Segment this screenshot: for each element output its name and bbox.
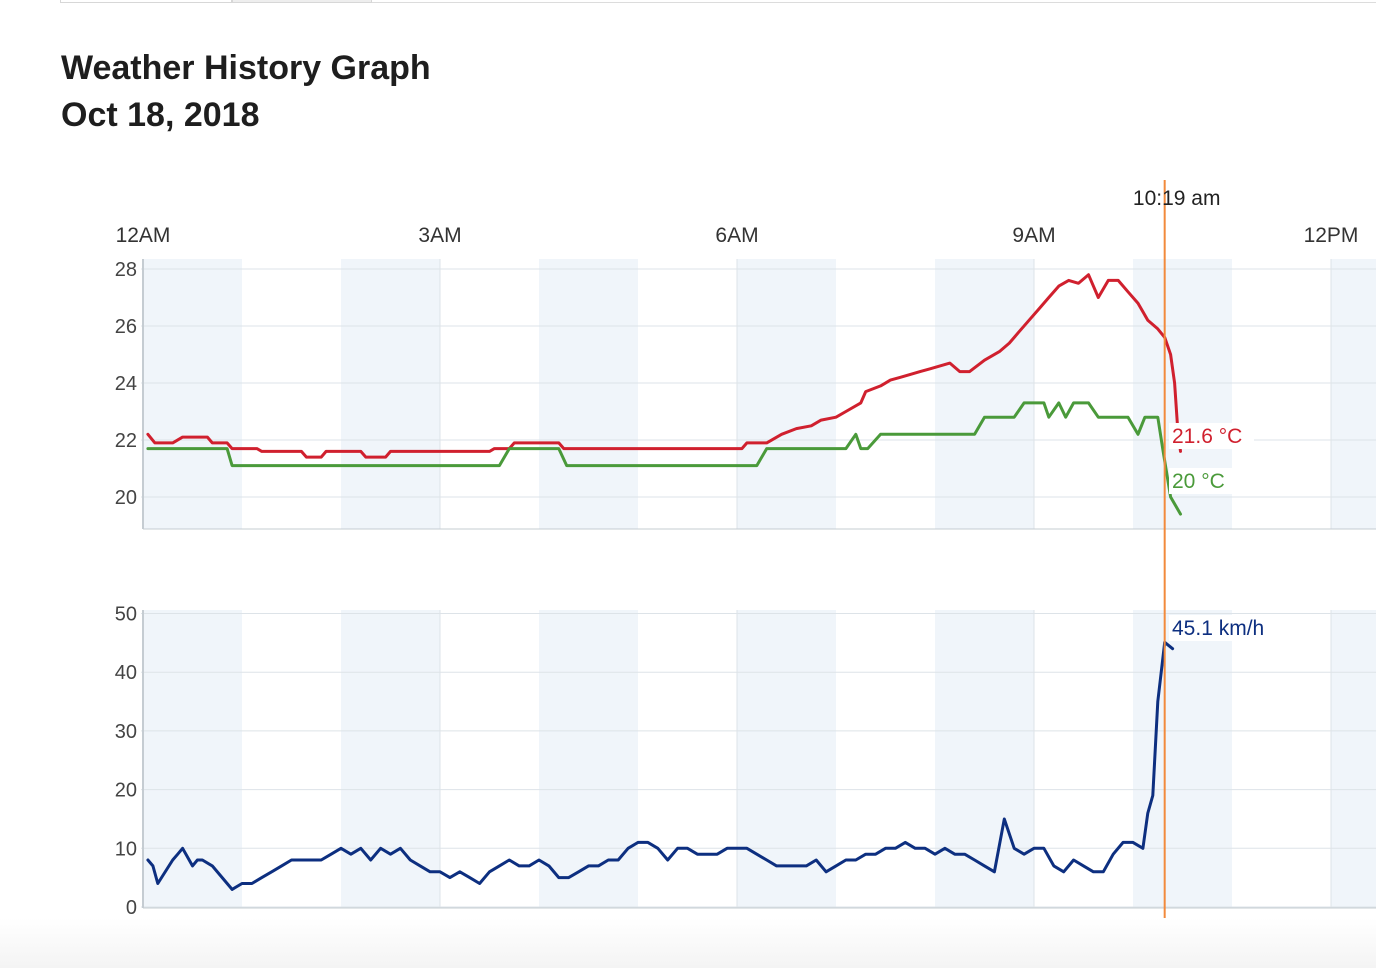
temp-y-tick-label: 26 bbox=[115, 316, 137, 338]
x-tick-label: 6AM bbox=[715, 224, 758, 247]
wind-y-tick-label: 20 bbox=[115, 780, 137, 802]
wind-y-tick-label: 50 bbox=[115, 604, 137, 626]
wind-y-tick-label: 10 bbox=[115, 838, 137, 860]
wind-y-tick-label: 0 bbox=[126, 897, 137, 919]
top-divider bbox=[372, 2, 1376, 3]
top-tab-right[interactable] bbox=[232, 0, 372, 3]
dew-point-value-label: 20 °C bbox=[1172, 470, 1225, 493]
hour-band bbox=[539, 259, 638, 529]
hour-band bbox=[935, 610, 1034, 908]
temp-y-tick-label: 20 bbox=[115, 487, 137, 509]
hour-band bbox=[935, 259, 1034, 529]
hour-band bbox=[737, 610, 836, 908]
wind-y-tick-label: 40 bbox=[115, 662, 137, 684]
hour-band bbox=[1133, 610, 1232, 908]
top-tab-strip bbox=[0, 0, 1376, 4]
hour-band bbox=[143, 259, 242, 529]
hour-band bbox=[539, 610, 638, 908]
hour-bands bbox=[143, 259, 1376, 908]
wind-value-label: 45.1 km/h bbox=[1172, 617, 1264, 640]
wind-y-tick-label: 30 bbox=[115, 721, 137, 743]
hour-band bbox=[1331, 259, 1376, 529]
dew-point-value-label-bg bbox=[1169, 468, 1232, 494]
time-cursor-label: 10:19 am bbox=[1133, 187, 1221, 210]
hour-band bbox=[143, 610, 242, 908]
page-title: Weather History Graph bbox=[61, 49, 431, 87]
temp-y-tick-label: 24 bbox=[115, 373, 137, 395]
page-date: Oct 18, 2018 bbox=[61, 96, 260, 134]
x-tick-label: 3AM bbox=[418, 224, 461, 247]
x-tick-label: 9AM bbox=[1012, 224, 1055, 247]
top-tab-left[interactable] bbox=[60, 0, 232, 3]
bottom-fade bbox=[0, 918, 1376, 968]
temperature-value-label-bg bbox=[1169, 423, 1254, 449]
dew-point-line bbox=[146, 401, 1182, 516]
hour-band bbox=[341, 259, 440, 529]
temp-y-tick-label: 28 bbox=[115, 259, 137, 281]
temperature-line bbox=[146, 273, 1182, 459]
wind-line bbox=[146, 640, 1175, 891]
hour-band bbox=[1331, 610, 1376, 908]
temp-y-tick-label: 22 bbox=[115, 430, 137, 452]
hour-band bbox=[341, 610, 440, 908]
x-tick-label: 12PM bbox=[1304, 224, 1359, 247]
hour-band bbox=[737, 259, 836, 529]
wind-value-label-bg bbox=[1169, 615, 1276, 641]
x-tick-label: 12AM bbox=[116, 224, 171, 247]
temperature-value-label: 21.6 °C bbox=[1172, 425, 1242, 448]
